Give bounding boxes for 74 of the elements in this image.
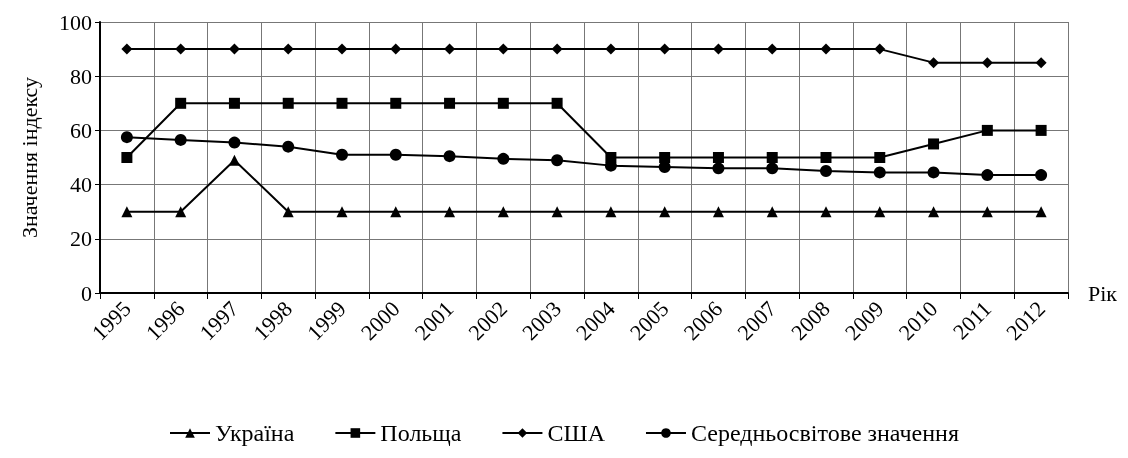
- point: [228, 97, 240, 109]
- point: [766, 43, 778, 55]
- point: [927, 166, 940, 179]
- y-tick-label: 60: [70, 117, 92, 143]
- point: [444, 206, 456, 218]
- point: [389, 148, 402, 161]
- point: [874, 152, 886, 163]
- point: [766, 152, 778, 163]
- point: [551, 206, 563, 218]
- point: [497, 97, 509, 109]
- y-tick-label: 0: [81, 280, 92, 306]
- point: [659, 206, 671, 218]
- point: [551, 97, 563, 109]
- point: [712, 206, 724, 218]
- point: [282, 140, 295, 153]
- point: [981, 57, 993, 69]
- point: [605, 206, 617, 218]
- y-axis-title: Значення індексу: [16, 76, 42, 239]
- point: [820, 43, 832, 55]
- y-tick-label: 80: [70, 63, 92, 89]
- point: [497, 152, 510, 165]
- point: [121, 152, 133, 163]
- legend-label: Польща: [380, 420, 462, 446]
- point: [766, 206, 778, 218]
- legend-label: Україна: [215, 420, 295, 446]
- point: [1035, 169, 1048, 182]
- point: [712, 162, 725, 175]
- point: [551, 43, 563, 55]
- point: [712, 152, 724, 163]
- point: [336, 43, 348, 55]
- point: [873, 166, 886, 179]
- y-tick-label: 40: [70, 172, 92, 198]
- point: [551, 154, 564, 167]
- point: [497, 206, 509, 218]
- point: [336, 148, 348, 161]
- point: [120, 131, 133, 144]
- point: [981, 124, 993, 136]
- point: [1035, 206, 1047, 218]
- point: [820, 152, 832, 163]
- point: [228, 136, 241, 149]
- point: [390, 206, 402, 218]
- point: [1035, 57, 1047, 69]
- x-tick-label: 2011: [947, 296, 997, 345]
- point: [174, 133, 187, 146]
- point: [928, 57, 940, 69]
- point: [820, 206, 832, 218]
- point: [443, 150, 456, 163]
- point: [444, 97, 456, 109]
- point: [390, 43, 402, 55]
- point: [175, 206, 187, 218]
- point: [981, 169, 994, 182]
- point: [605, 43, 617, 55]
- legend-label: Середньосвітове значення: [690, 420, 960, 446]
- point: [282, 43, 294, 55]
- point: [282, 97, 294, 109]
- y-tick-label: 20: [70, 226, 92, 252]
- point: [874, 43, 886, 55]
- point: [336, 206, 348, 218]
- point: [981, 206, 993, 218]
- point: [766, 162, 779, 175]
- legend-label: США: [547, 420, 606, 446]
- y-tick-label: 100: [59, 9, 92, 35]
- point: [928, 206, 940, 218]
- point: [1035, 124, 1047, 136]
- x-axis-title: Рік: [1088, 280, 1118, 306]
- point: [175, 97, 187, 109]
- point: [282, 206, 294, 218]
- point: [820, 165, 832, 178]
- point: [928, 138, 940, 150]
- point: [874, 206, 886, 218]
- point: [390, 97, 402, 109]
- point: [121, 43, 133, 55]
- point: [336, 97, 348, 109]
- point: [121, 206, 133, 218]
